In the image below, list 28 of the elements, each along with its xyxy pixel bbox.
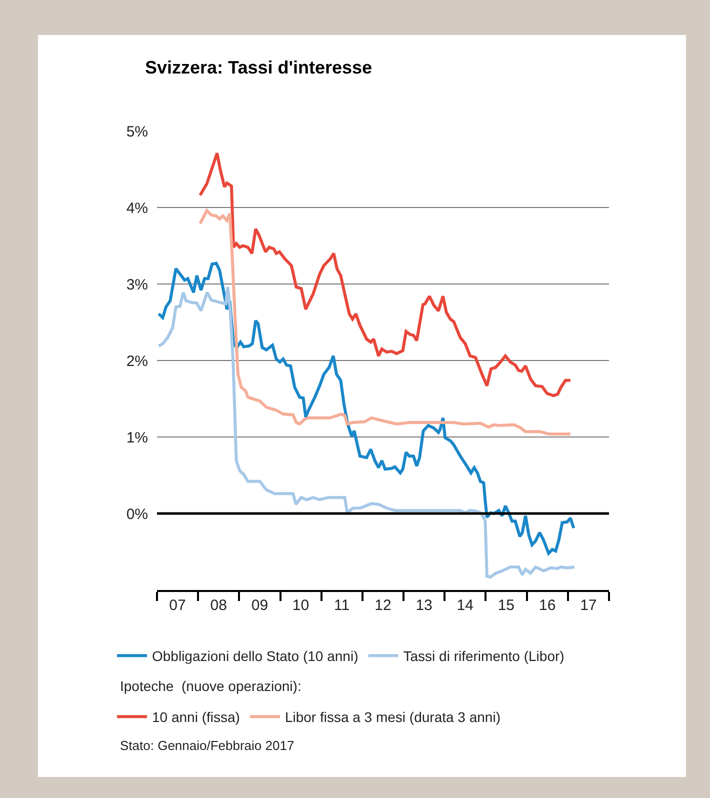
x-tick-label: 15 (498, 597, 515, 614)
x-tick-label: 11 (334, 597, 350, 614)
line-series (157, 286, 576, 578)
line-series (198, 152, 572, 398)
y-tick-label: 1% (126, 429, 148, 446)
text: Ipoteche (nuove operazioni): (120, 678, 302, 694)
line-series (198, 209, 572, 436)
x-tick-label: 08 (210, 597, 227, 614)
x-tick-label: 17 (580, 597, 597, 614)
x-tick-label: 14 (456, 597, 474, 614)
y-tick-label: 4% (126, 200, 148, 217)
legend-label: Obbligazioni dello Stato (10 anni) (152, 648, 358, 664)
x-tick-label: 16 (539, 597, 556, 614)
y-tick-label: 2% (126, 352, 148, 370)
text: Stato: Gennaio/Febbraio 2017 (120, 738, 294, 753)
x-tick-label: 13 (416, 597, 432, 614)
x-tick-label: 10 (292, 597, 310, 614)
legend-label: Libor fissa a 3 mesi (durata 3 anni) (284, 709, 500, 726)
x-tick-label: 12 (374, 597, 392, 614)
x-tick-label: 07 (169, 597, 186, 614)
y-tick-label: 0% (126, 506, 148, 523)
legend-label: Tassi di riferimento (Libor) (403, 648, 564, 664)
x-tick-label: 09 (251, 597, 268, 614)
chart-title: Svizzera: Tassi d'interesse (145, 57, 372, 78)
line-series (157, 262, 576, 555)
legend-label: 10 anni (fissa) (152, 709, 240, 726)
y-tick-label: 5% (126, 123, 148, 140)
y-tick-label: 3% (126, 276, 148, 294)
